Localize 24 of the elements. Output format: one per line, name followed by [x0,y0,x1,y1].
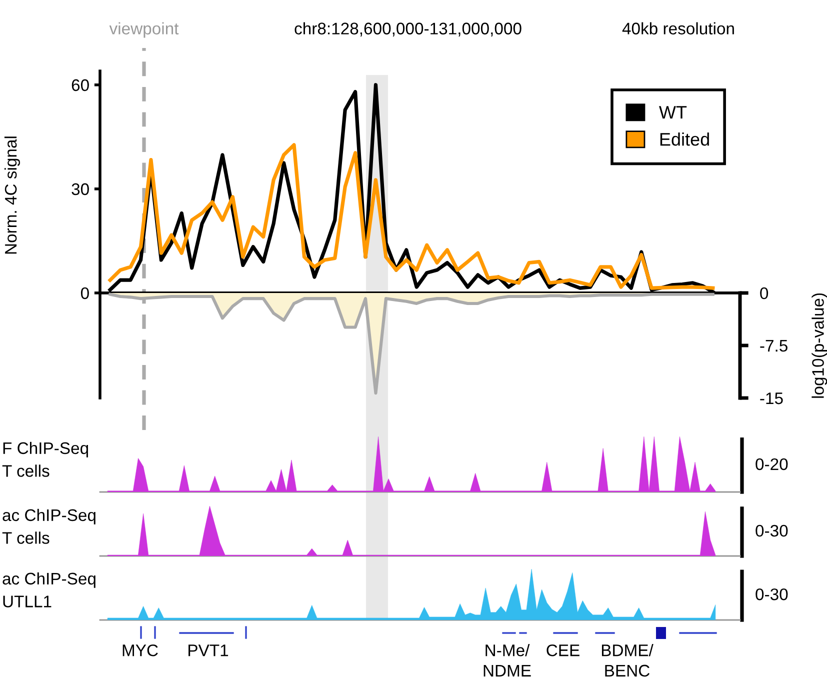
y-axis-title: Norm. 4C signal [4,136,20,254]
y-axis-title: ac ChIP-Seq UTLL1 [2,572,96,608]
text: viewpoint [109,22,179,38]
text: CEE [546,644,580,656]
y-tick-label: 60 [72,79,89,92]
y-tick-label: 30 [72,183,89,196]
text: PVT1 [188,644,228,656]
y2-tick-label: -15 [760,392,783,404]
y2-tick-label: -7.5 [760,340,788,352]
chart-title: chr8:128,600,000-131,000,000 [294,22,522,36]
y-tick-label: 0 [80,287,89,300]
legend-label: Edited [660,132,709,146]
text: MYC [122,644,158,656]
text: N-Me/ NDME [484,644,531,676]
text: BDME/ BENC [602,644,654,677]
text: 0-30 [756,588,788,600]
legend-label: WT [659,106,687,119]
y-axis-title: ac ChIP-Seq T cells [2,508,96,544]
y2-axis-title: log10(p-value) [812,293,827,398]
text: 0-30 [756,524,788,537]
chart-subtitle: 40kb resolution [622,22,734,34]
text: 0-20 [756,458,788,470]
y2-tick-label: 0 [760,287,768,300]
y-axis-title: F ChIP-Seq T cells [2,442,88,477]
